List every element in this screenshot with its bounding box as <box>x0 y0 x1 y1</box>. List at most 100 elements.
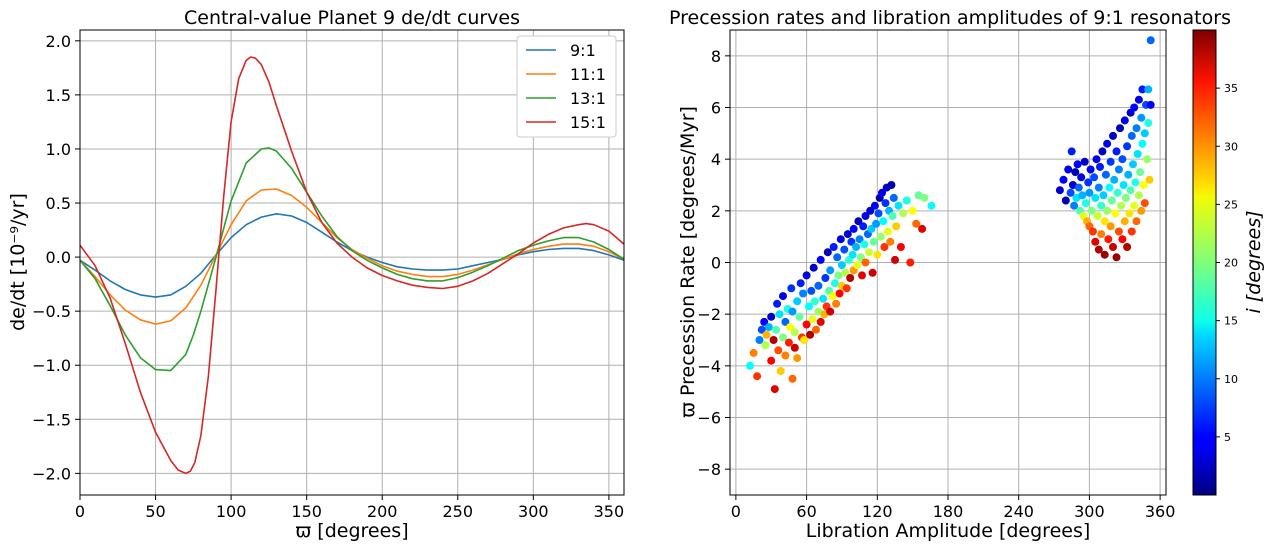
scatter-point <box>1137 206 1146 215</box>
colorbar-tick-label: 10 <box>1224 373 1238 386</box>
scatter-point <box>829 243 838 251</box>
scatter-point <box>1086 165 1095 174</box>
scatter-point <box>1096 162 1104 171</box>
scatter-point <box>787 284 796 293</box>
scatter-point <box>1100 217 1109 226</box>
colorbar-label: i [degrees] <box>1243 210 1265 313</box>
scatter-point <box>1127 227 1136 236</box>
scatter-point <box>1077 173 1086 182</box>
left-series-lines <box>79 56 625 475</box>
scatter-point <box>779 292 787 301</box>
left-chart-title: Central-value Planet 9 de/dt curves <box>184 7 520 29</box>
scatter-point <box>832 299 841 308</box>
scatter-point <box>1109 131 1117 140</box>
left-x-ticks: 0 50 100 150 200 250 300 350 <box>75 495 624 521</box>
scatter-point <box>1125 209 1134 218</box>
colorbar-gradient <box>1192 29 1217 496</box>
scatter-point <box>1099 191 1108 200</box>
scatter-point <box>1131 178 1140 187</box>
scatter-point <box>781 351 790 360</box>
scatter-point <box>912 219 921 228</box>
scatter-point <box>1127 131 1136 140</box>
right-x-ticks: 0 60 120 180 240 300 360 <box>731 495 1175 521</box>
left-chart: Central-value Planet 9 de/dt curves 0 50 1… <box>7 7 625 542</box>
legend-label-15-1: 15:1 <box>570 113 606 132</box>
scatter-point <box>1132 124 1141 133</box>
scatter-point <box>1105 183 1114 192</box>
scatter-point <box>870 201 879 210</box>
scatter-point <box>761 341 770 350</box>
scatter-point <box>1118 235 1127 244</box>
scatter-point <box>1107 196 1116 205</box>
scatter-point <box>769 336 778 344</box>
right-y-tick-label: −6 <box>697 409 721 428</box>
scatter-point <box>776 367 785 375</box>
right-y-tick-label: 4 <box>711 150 721 169</box>
scatter-point <box>779 333 787 342</box>
legend-label-11-1: 11:1 <box>570 65 606 84</box>
series-line-9-1 <box>79 213 625 298</box>
scatter-point <box>762 330 771 339</box>
scatter-point <box>858 271 866 280</box>
scatter-point <box>821 274 830 282</box>
scatter-point <box>891 255 899 264</box>
scatter-point <box>1070 201 1079 210</box>
scatter-point <box>860 240 869 249</box>
scatter-point <box>1123 142 1132 151</box>
scatter-point <box>1140 199 1149 208</box>
scatter-point <box>894 201 903 210</box>
scatter-point <box>859 222 868 231</box>
left-x-tick-label: 150 <box>291 502 322 521</box>
left-x-axis-label: ϖ [degrees] <box>295 520 408 542</box>
scatter-point <box>874 209 883 218</box>
scatter-point <box>1111 209 1120 218</box>
scatter-point <box>861 212 870 220</box>
scatter-point <box>906 258 915 267</box>
left-y-tick-label: 1.0 <box>46 140 71 159</box>
scatter-point <box>790 343 799 352</box>
scatter-point <box>896 243 905 251</box>
scatter-point <box>927 201 936 210</box>
scatter-point <box>1137 113 1146 122</box>
right-scatter-points <box>746 36 1155 394</box>
right-x-tick-label: 300 <box>1074 502 1105 521</box>
scatter-point <box>866 206 875 215</box>
legend-label-9-1: 9:1 <box>570 41 596 60</box>
scatter-point <box>1091 193 1100 202</box>
scatter-point <box>867 224 876 233</box>
scatter-point <box>1092 155 1101 164</box>
scatter-point <box>899 209 908 218</box>
scatter-point <box>1124 170 1133 179</box>
scatter-point <box>784 338 793 347</box>
scatter-point <box>772 325 780 334</box>
scatter-point <box>1114 227 1123 236</box>
scatter-point <box>806 330 815 339</box>
left-x-tick-label: 250 <box>443 502 474 521</box>
right-y-tick-label: 6 <box>711 99 721 118</box>
scatter-point <box>833 253 842 262</box>
scatter-point <box>1144 119 1153 127</box>
right-y-axis-label: ϖ Precession Rate [degrees/Myr] <box>677 106 699 418</box>
scatter-point <box>786 323 795 332</box>
scatter-point <box>834 271 843 280</box>
scatter-point <box>876 232 885 241</box>
scatter-point <box>848 250 857 259</box>
scatter-point <box>1138 85 1147 94</box>
scatter-point <box>1133 150 1142 158</box>
left-y-tick-label: −1.0 <box>32 356 71 375</box>
colorbar-ticks: 5 10 15 20 25 30 35 <box>1216 82 1238 444</box>
left-y-tick-label: −0.5 <box>32 302 71 321</box>
colorbar-tick-label: 25 <box>1224 198 1238 211</box>
colorbar-tick-label: 15 <box>1224 315 1238 328</box>
scatter-point <box>773 299 782 308</box>
scatter-point <box>852 243 861 251</box>
scatter-point <box>781 317 790 326</box>
colorbar-tick-label: 20 <box>1224 257 1238 270</box>
scatter-point <box>1084 178 1093 187</box>
scatter-point <box>1087 206 1096 215</box>
scatter-point <box>749 348 758 357</box>
left-y-axis-label: de/dt [10⁻⁹/yr] <box>7 193 29 331</box>
scatter-point <box>800 336 809 344</box>
scatter-point <box>868 268 877 277</box>
scatter-point <box>1123 243 1132 251</box>
